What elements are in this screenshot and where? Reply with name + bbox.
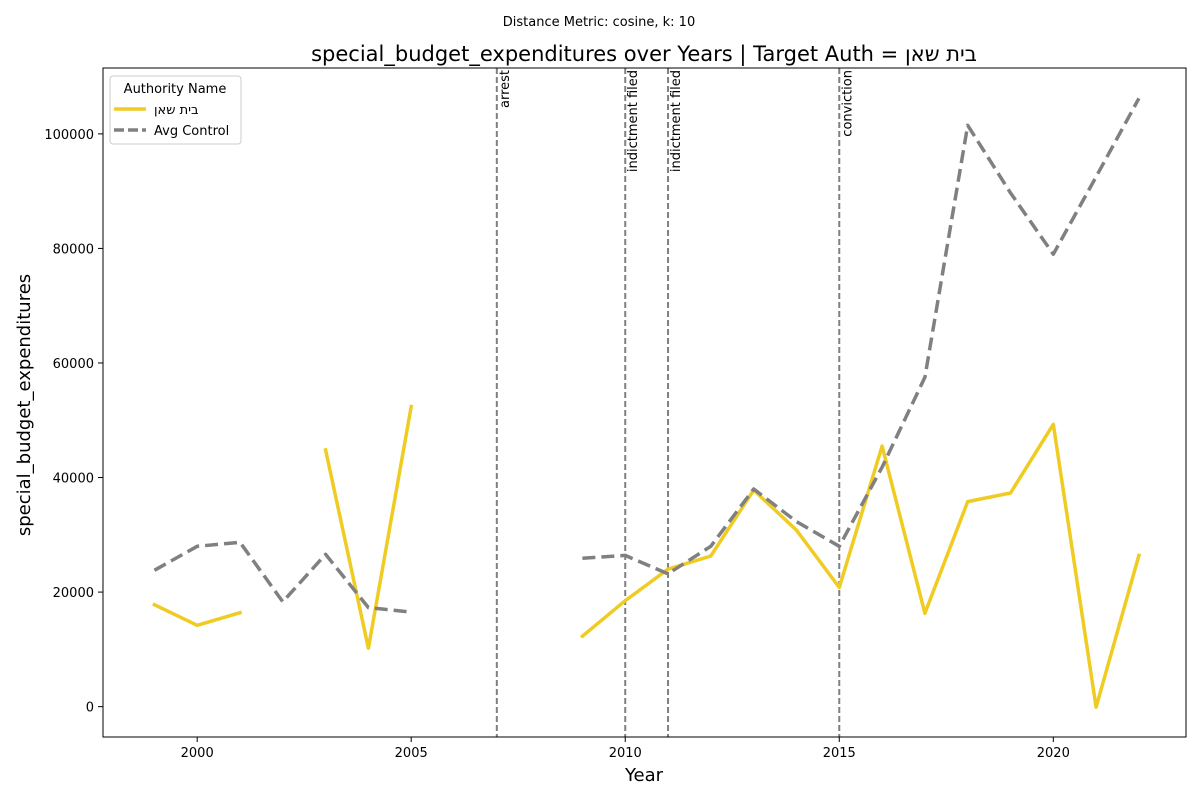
event-label: indictment filed <box>669 70 684 172</box>
series-line-avg-control <box>582 97 1141 576</box>
plot-frame <box>102 67 1187 738</box>
legend-label: בית שאן <box>154 103 199 118</box>
chart-title: special_budget_expenditures over Years |… <box>311 42 977 67</box>
y-axis-label: special_budget_expenditures <box>14 274 35 536</box>
series-line-target <box>152 602 243 628</box>
y-tick-label: 0 <box>86 701 94 716</box>
x-tick-label: 2010 <box>609 746 642 761</box>
x-tick-label: 2000 <box>181 746 214 761</box>
event-label: arrest <box>498 70 513 108</box>
legend-title: Authority Name <box>124 82 227 97</box>
series-line-target <box>579 422 1142 709</box>
plot-area: arrest indictment filed indictment filed co… <box>44 67 1187 761</box>
x-tick-label: 2015 <box>823 746 856 761</box>
x-tick-label: 2020 <box>1037 746 1070 761</box>
event-label: conviction <box>840 70 855 137</box>
y-tick-label: 80000 <box>53 242 94 257</box>
legend-label: Avg Control <box>154 124 229 139</box>
y-tick-label: 40000 <box>53 472 94 487</box>
legend-box <box>109 75 242 145</box>
x-axis-label: Year <box>624 765 664 786</box>
legend: Authority Name בית שאן Avg Control <box>109 75 242 145</box>
series-line-target <box>323 404 414 650</box>
series-line-avg-control <box>153 540 412 614</box>
event-label: indictment filed <box>626 70 641 172</box>
x-tick-label: 2005 <box>395 746 428 761</box>
y-tick-label: 100000 <box>44 128 94 143</box>
y-tick-label: 20000 <box>53 586 94 601</box>
chart-subtitle: Distance Metric: cosine, k: 10 <box>503 15 695 30</box>
y-tick-label: 60000 <box>53 357 94 372</box>
